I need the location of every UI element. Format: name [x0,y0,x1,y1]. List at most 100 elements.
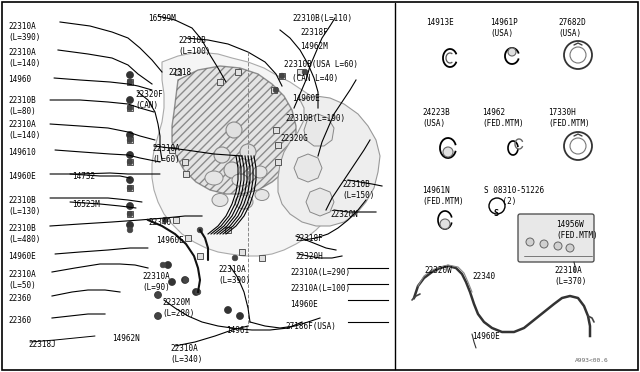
Text: 22310A
(L=50): 22310A (L=50) [8,270,36,290]
Text: 14732: 14732 [72,172,95,181]
Bar [225,227,231,233]
Bar [127,79,133,85]
Bar [127,105,133,111]
Text: 22310A
(L=370): 22310A (L=370) [554,266,586,286]
Circle shape [240,144,256,160]
Text: 14960E: 14960E [290,300,317,309]
Text: 27682D
(USA): 27682D (USA) [558,18,586,38]
Text: 22310A
(L=390): 22310A (L=390) [218,265,250,285]
Text: 22310B
(L=150): 22310B (L=150) [342,180,374,200]
Circle shape [155,292,161,298]
Text: 16523M: 16523M [72,200,100,209]
Circle shape [440,219,450,229]
Text: 14960E: 14960E [8,252,36,261]
Text: 22360: 22360 [8,294,31,303]
Circle shape [302,69,308,75]
Circle shape [443,147,453,157]
Bar [175,69,181,75]
Text: 22310A
(L=90): 22310A (L=90) [142,272,170,292]
Circle shape [197,227,203,233]
Circle shape [127,79,133,85]
Text: 17330H
(FED.MTM): 17330H (FED.MTM) [548,108,589,128]
Circle shape [193,289,200,295]
Circle shape [127,227,133,233]
Circle shape [127,71,134,78]
Text: 14956W
(FED.MTM): 14956W (FED.MTM) [556,220,598,240]
Text: 22310A
(L=140): 22310A (L=140) [8,48,40,68]
Text: 22310B
(L=100): 22310B (L=100) [178,36,211,56]
Circle shape [168,279,175,285]
Bar [197,253,203,259]
Text: 27186F(USA): 27186F(USA) [285,322,336,331]
Text: 22310B
(L=480): 22310B (L=480) [8,224,40,244]
Bar [127,159,133,165]
Text: 14913E: 14913E [426,18,454,27]
Bar [127,211,133,217]
Bar [127,185,133,191]
Text: 22318F: 22318F [300,28,328,37]
Bar [182,159,188,165]
Text: 22310A
(L=340): 22310A (L=340) [170,344,202,364]
Bar [259,255,265,261]
Circle shape [273,87,279,93]
Circle shape [154,312,161,320]
Ellipse shape [235,195,253,209]
Circle shape [127,131,134,138]
Text: 14961P
(USA): 14961P (USA) [490,18,518,38]
Text: A993<00.6: A993<00.6 [575,358,609,363]
Text: 16599M: 16599M [148,14,176,23]
Circle shape [554,242,562,250]
Bar [275,142,281,148]
Text: 22310A(L=290): 22310A(L=290) [290,268,350,277]
Bar [273,127,279,133]
Text: 14960E: 14960E [8,172,36,181]
Text: 14960: 14960 [8,75,31,84]
Text: 22310B
(L=80): 22310B (L=80) [8,96,36,116]
Circle shape [489,198,505,214]
Text: 22320W: 22320W [424,266,452,275]
Bar [297,69,303,75]
Text: 22340: 22340 [472,272,495,281]
Circle shape [224,162,240,178]
Circle shape [127,151,134,158]
Text: 22310B(L=190): 22310B(L=190) [285,114,345,123]
Text: 22320H: 22320H [295,252,323,261]
Circle shape [566,244,574,252]
Text: 22310B(L=110): 22310B(L=110) [292,14,352,23]
Circle shape [162,217,168,223]
Circle shape [127,159,133,165]
Circle shape [127,202,134,209]
Ellipse shape [212,193,228,206]
Circle shape [540,240,548,248]
Text: 22318J: 22318J [28,340,56,349]
Polygon shape [294,154,322,182]
Ellipse shape [255,189,269,201]
Circle shape [127,105,133,111]
Text: 22310A
(L=60): 22310A (L=60) [152,144,180,164]
Text: 22320M
(L=280): 22320M (L=280) [162,298,195,318]
Text: 22320F
(CAN): 22320F (CAN) [135,90,163,110]
Circle shape [195,289,201,295]
Text: S 08310-51226
    (2): S 08310-51226 (2) [484,186,544,206]
Text: 14960E: 14960E [472,332,500,341]
Bar [173,217,179,223]
Polygon shape [152,52,344,256]
Text: 22320G: 22320G [280,134,308,143]
Bar [217,79,223,85]
Circle shape [154,292,161,298]
Polygon shape [306,188,334,216]
Text: 14962
(FED.MTM): 14962 (FED.MTM) [482,108,524,128]
Circle shape [127,185,133,191]
Text: 22318F: 22318F [295,234,323,243]
Circle shape [214,147,230,163]
Text: 14960E: 14960E [156,236,184,245]
Ellipse shape [253,166,267,178]
Bar [185,235,191,241]
Text: 14962M: 14962M [300,42,328,51]
Text: 22340: 22340 [148,218,171,227]
Circle shape [127,137,133,143]
Text: 14961: 14961 [226,326,249,335]
Text: 22310B(USA L=60): 22310B(USA L=60) [284,60,358,69]
Text: 22360: 22360 [8,316,31,325]
Bar [183,171,189,177]
